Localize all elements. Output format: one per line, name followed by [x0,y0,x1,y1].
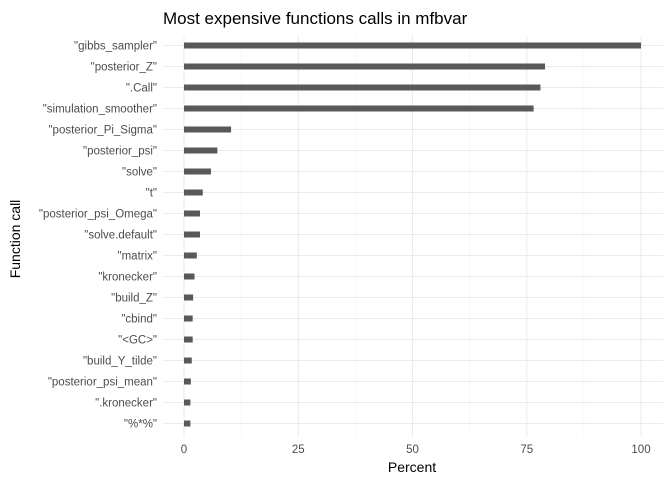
y-tick-label: "build_Z" [111,293,157,305]
y-tick-label: "posterior_psi_mean" [48,377,157,389]
y-tick-label: "posterior_psi" [83,146,157,158]
bar [184,357,192,364]
bar [184,273,195,280]
bar [184,420,191,427]
y-tick-label: "gibbs_sampler" [74,41,157,53]
x-tick-label: 75 [520,444,533,456]
bar [184,252,197,259]
bar [184,378,191,385]
y-tick-label: "matrix" [118,251,157,263]
x-tick-labels: 0 25 50 75 100 [181,444,651,456]
bar [184,315,193,322]
y-tick-label: "t" [146,188,157,200]
bar [184,336,193,343]
y-tick-label: "kronecker" [98,272,157,284]
y-tick-label: "solve.default" [84,230,157,242]
y-axis-title: Function call [7,200,23,279]
bar [184,105,534,112]
grid [163,36,663,437]
x-axis-title: Percent [388,459,436,475]
bar [184,63,546,70]
x-tick-label: 0 [181,444,187,456]
y-tick-label: "build_Y_tilde" [83,356,157,368]
bar [184,84,541,91]
y-tick-labels: "gibbs_sampler" "posterior_Z" ".Call" "simu… [39,41,157,431]
y-tick-label: "posterior_Pi_Sigma" [48,125,157,137]
bar [184,189,203,196]
x-tick-label: 100 [631,444,650,456]
bars [184,42,641,427]
y-tick-label: "cbind" [121,314,157,326]
bar [184,147,218,154]
bar [184,294,194,301]
y-tick-label: "simulation_smoother" [43,104,157,116]
y-tick-label: "<GC>" [118,335,157,347]
bar [184,42,641,49]
y-tick-label: ".Call" [126,83,157,95]
bar [184,399,191,406]
x-tick-label: 50 [406,444,419,456]
y-tick-label: "posterior_psi_Omega" [39,209,157,221]
x-tick-label: 25 [292,444,305,456]
y-tick-label: "%*%" [124,419,157,431]
bar [184,210,200,217]
y-tick-label: "solve" [122,167,157,179]
y-tick-label: "posterior_Z" [91,62,157,74]
bar [184,231,200,238]
bar [184,126,232,133]
y-tick-label: ".kronecker" [95,398,157,410]
chart-title: Most expensive functions calls in mfbvar [163,9,468,28]
bar [184,168,211,175]
